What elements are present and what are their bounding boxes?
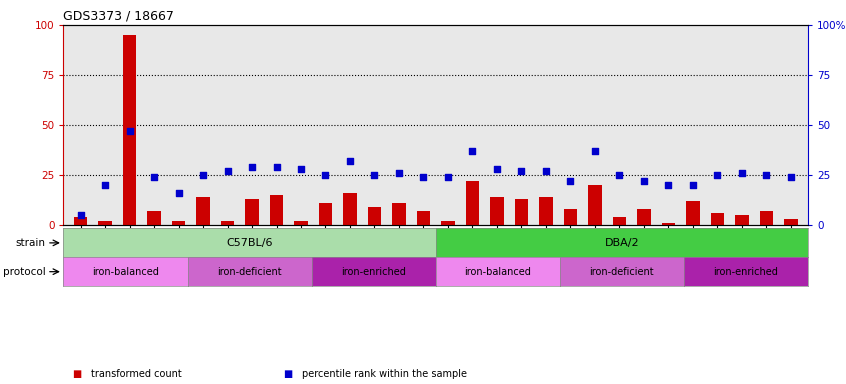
Point	[686, 182, 700, 188]
Text: transformed count: transformed count	[91, 369, 181, 379]
Bar	[368, 207, 382, 225]
Bar	[514, 199, 528, 225]
Bar	[490, 197, 503, 225]
Text: iron-deficient: iron-deficient	[217, 266, 282, 277]
Bar	[417, 211, 430, 225]
Bar	[393, 203, 406, 225]
Text: GDS3373 / 18667: GDS3373 / 18667	[63, 10, 174, 23]
Text: DBA/2: DBA/2	[605, 238, 639, 248]
Text: C57BL/6: C57BL/6	[227, 238, 272, 248]
Text: percentile rank within the sample: percentile rank within the sample	[302, 369, 467, 379]
Point	[465, 148, 479, 154]
Point	[760, 172, 773, 178]
Point	[711, 172, 724, 178]
Bar	[319, 203, 332, 225]
Bar	[735, 215, 749, 225]
Point	[74, 212, 87, 218]
Point	[393, 170, 406, 176]
Point	[563, 178, 577, 184]
Bar	[662, 223, 675, 225]
Point	[588, 148, 602, 154]
Point	[539, 168, 552, 174]
Point	[735, 170, 749, 176]
Point	[368, 172, 382, 178]
Bar	[245, 199, 259, 225]
Bar	[563, 209, 577, 225]
Bar	[539, 197, 552, 225]
Bar	[98, 221, 112, 225]
Point	[196, 172, 210, 178]
Text: iron-enriched: iron-enriched	[713, 266, 778, 277]
Point	[270, 164, 283, 170]
Point	[172, 190, 185, 196]
Text: strain: strain	[16, 238, 46, 248]
Bar	[123, 35, 136, 225]
Point	[319, 172, 332, 178]
Point	[613, 172, 626, 178]
Bar	[686, 201, 700, 225]
Text: ■: ■	[283, 369, 293, 379]
Bar	[343, 193, 357, 225]
Point	[662, 182, 675, 188]
Point	[123, 128, 136, 134]
Bar	[637, 209, 651, 225]
Bar	[221, 221, 234, 225]
Point	[294, 166, 308, 172]
Bar	[74, 217, 87, 225]
Point	[784, 174, 798, 180]
Bar	[760, 211, 773, 225]
Bar	[465, 181, 479, 225]
Point	[514, 168, 528, 174]
Text: iron-deficient: iron-deficient	[590, 266, 654, 277]
Point	[343, 158, 357, 164]
Bar	[196, 197, 210, 225]
Text: ■: ■	[72, 369, 81, 379]
Bar	[588, 185, 602, 225]
Point	[417, 174, 431, 180]
Bar	[147, 211, 161, 225]
Bar	[270, 195, 283, 225]
Point	[221, 168, 234, 174]
Bar	[442, 221, 454, 225]
Point	[98, 182, 112, 188]
Bar	[172, 221, 185, 225]
Text: iron-balanced: iron-balanced	[464, 266, 531, 277]
Bar	[784, 218, 798, 225]
Text: iron-balanced: iron-balanced	[92, 266, 159, 277]
Bar	[613, 217, 626, 225]
Point	[490, 166, 503, 172]
Bar	[294, 221, 308, 225]
Point	[147, 174, 161, 180]
Text: protocol: protocol	[3, 266, 46, 277]
Point	[637, 178, 651, 184]
Point	[441, 174, 454, 180]
Bar	[711, 213, 724, 225]
Point	[245, 164, 259, 170]
Text: iron-enriched: iron-enriched	[341, 266, 406, 277]
